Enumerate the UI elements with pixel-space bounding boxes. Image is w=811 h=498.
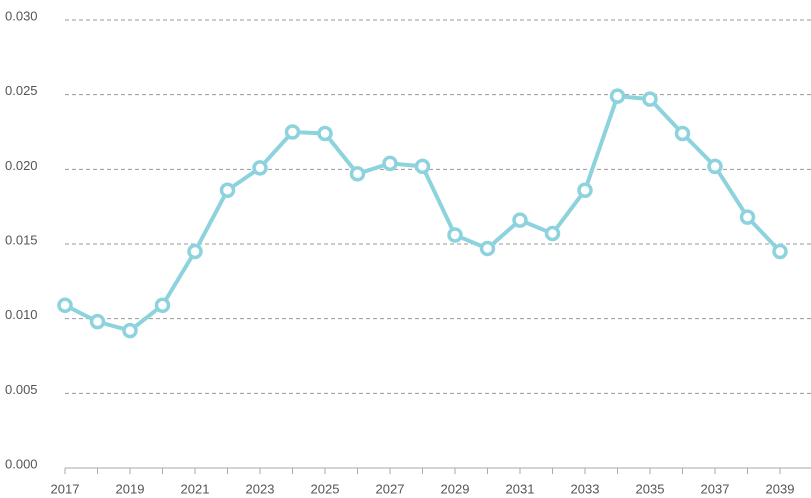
point bbox=[674, 125, 691, 142]
point bbox=[122, 322, 138, 339]
point bbox=[479, 240, 496, 257]
x-tick-label: 2039 bbox=[766, 481, 795, 496]
x-tick-label: 2037 bbox=[701, 481, 730, 496]
y-tick-label: 0.020 bbox=[5, 158, 38, 173]
point bbox=[57, 297, 73, 313]
point bbox=[382, 155, 398, 172]
x-tick-label: 2025 bbox=[311, 481, 340, 496]
point bbox=[447, 227, 463, 243]
point bbox=[739, 209, 756, 225]
x-tick-label: 2031 bbox=[506, 481, 535, 496]
point bbox=[772, 243, 788, 260]
point bbox=[317, 125, 333, 142]
x-tick-label: 2035 bbox=[636, 481, 665, 496]
y-tick-label: 0.010 bbox=[5, 307, 38, 322]
point bbox=[252, 160, 268, 176]
point bbox=[284, 124, 301, 140]
point bbox=[349, 166, 366, 182]
point bbox=[609, 88, 626, 104]
point bbox=[512, 212, 528, 228]
point bbox=[642, 91, 658, 107]
point bbox=[187, 243, 203, 260]
x-tick-label: 2017 bbox=[51, 481, 80, 496]
line bbox=[64, 94, 782, 333]
point bbox=[89, 313, 106, 330]
y-tick-label: 0.025 bbox=[5, 83, 38, 98]
point bbox=[544, 225, 561, 242]
x-tick-label: 2033 bbox=[571, 481, 600, 496]
x-tick-label: 2021 bbox=[181, 481, 210, 496]
y-tick-label: 0.005 bbox=[5, 382, 38, 397]
x-tick-label: 2027 bbox=[376, 481, 405, 496]
point bbox=[154, 297, 171, 313]
x-tick-label: 2029 bbox=[441, 481, 470, 496]
x-tick-label: 2023 bbox=[246, 481, 275, 496]
y-tick-label: 0.015 bbox=[5, 232, 38, 247]
y-tick-label: 0.030 bbox=[5, 8, 38, 23]
point bbox=[219, 182, 236, 198]
y-tick-label: 0.000 bbox=[5, 456, 38, 471]
x-tick-label: 2019 bbox=[116, 481, 145, 496]
point bbox=[414, 158, 431, 175]
point bbox=[577, 182, 593, 198]
point bbox=[707, 158, 723, 175]
